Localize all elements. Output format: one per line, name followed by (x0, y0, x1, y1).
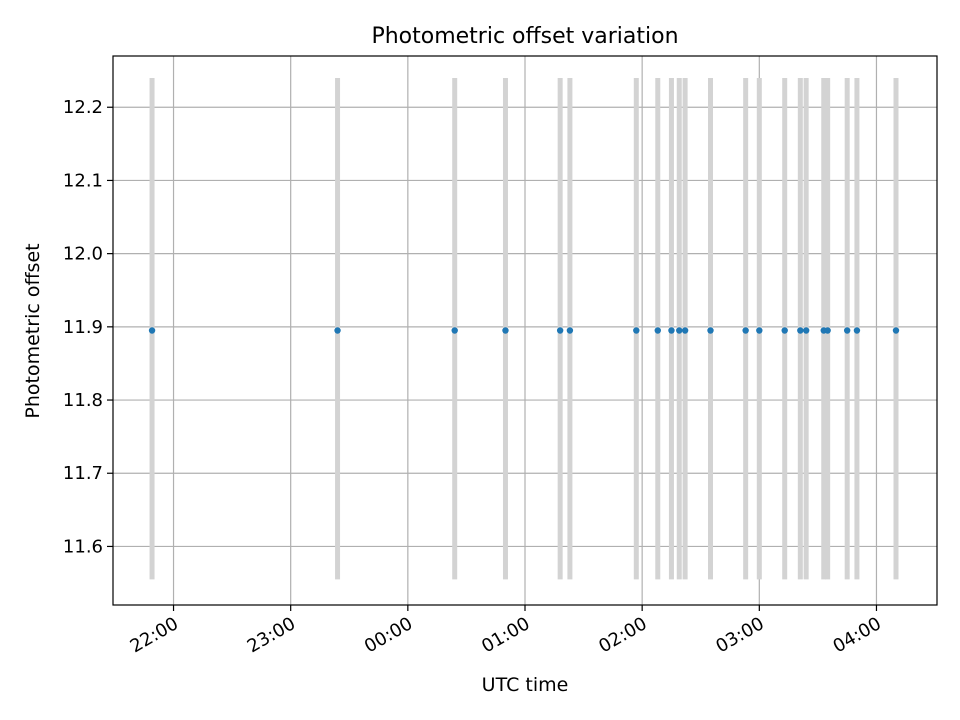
data-point (797, 327, 804, 334)
data-point (802, 327, 810, 334)
data-point (502, 327, 509, 334)
data-point (654, 327, 661, 334)
x-axis-title: UTC time (482, 674, 569, 696)
data-point (781, 327, 788, 334)
data-point (892, 327, 900, 334)
y-tick-label: 11.6 (63, 536, 103, 557)
y-tick-label: 12.0 (63, 244, 103, 265)
data-point (334, 327, 341, 334)
x-tick-label: 03:00 (712, 613, 767, 657)
data-point (566, 327, 574, 334)
y-tick-label: 12.2 (63, 97, 103, 118)
data-point (742, 327, 749, 334)
y-tick-label: 12.1 (63, 170, 103, 191)
data-point (148, 327, 156, 334)
data-point (676, 327, 683, 334)
y-axis-title: Photometric offset (22, 243, 44, 418)
data-point (756, 327, 763, 334)
y-axis-ticks: 11.6 11.7 11.8 11.9 12.0 12.1 12.2 (63, 97, 113, 557)
data-point (633, 327, 640, 334)
x-axis-ticks: 22:00 23:00 00:00 01:00 02:00 03:00 04:00 (127, 605, 885, 657)
data-point (556, 327, 564, 334)
x-tick-label: 02:00 (595, 613, 650, 657)
x-tick-label: 23:00 (244, 613, 299, 657)
chart-title: Photometric offset variation (371, 24, 678, 49)
x-tick-label: 22:00 (127, 613, 182, 657)
y-tick-label: 11.8 (63, 390, 103, 411)
x-tick-label: 01:00 (478, 613, 533, 657)
y-tick-label: 11.7 (63, 463, 103, 484)
data-point (853, 327, 861, 334)
data-point (681, 327, 689, 334)
y-tick-label: 11.9 (63, 317, 103, 338)
data-point (843, 327, 851, 334)
x-tick-label: 04:00 (830, 613, 885, 657)
data-point (707, 327, 714, 334)
data-point (451, 327, 458, 334)
data-points (148, 327, 900, 334)
x-tick-label: 00:00 (361, 613, 416, 657)
data-point (824, 327, 831, 334)
grid (113, 56, 937, 605)
data-point (668, 327, 675, 334)
